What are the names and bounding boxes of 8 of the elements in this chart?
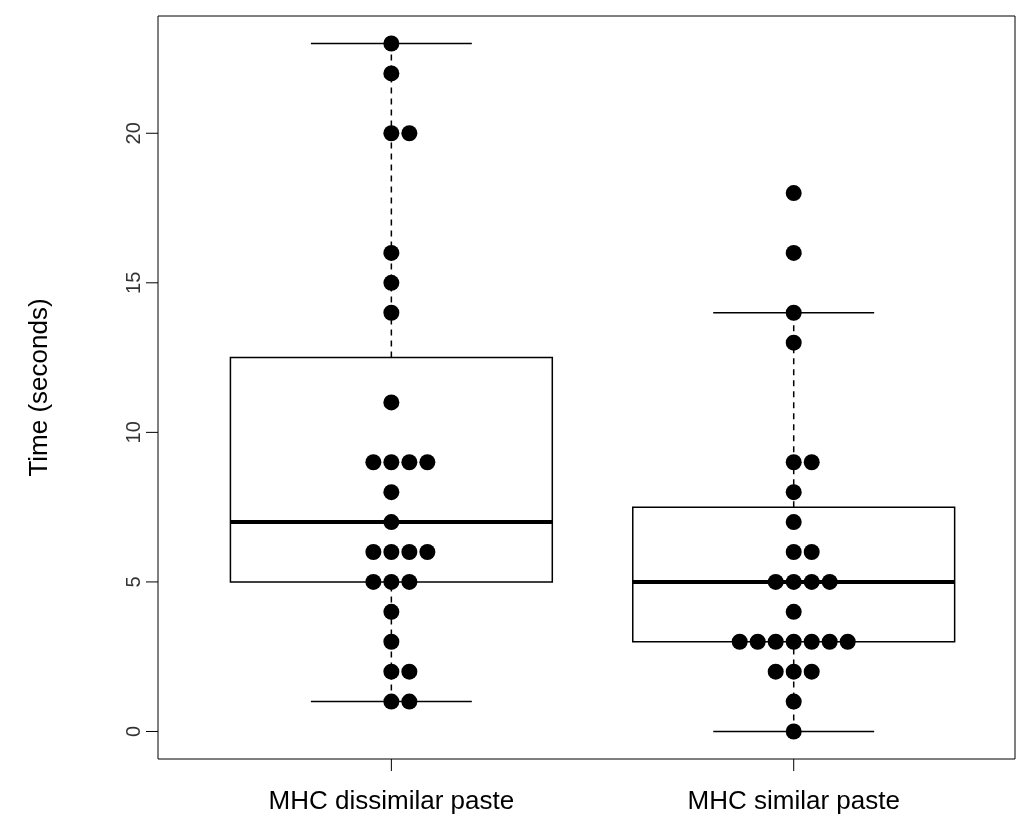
y-tick-label: 0 [122, 725, 144, 738]
x-tick-label: MHC dissimilar paste [268, 785, 515, 816]
x-tick-label: MHC similar paste [687, 785, 900, 816]
y-tick-label: 5 [122, 576, 144, 588]
y-tick-label: 15 [122, 271, 144, 294]
y-tick-label: 20 [122, 122, 144, 145]
y-tick-label: 10 [122, 421, 144, 444]
y-axis-title: Time (seconds) [23, 298, 54, 477]
